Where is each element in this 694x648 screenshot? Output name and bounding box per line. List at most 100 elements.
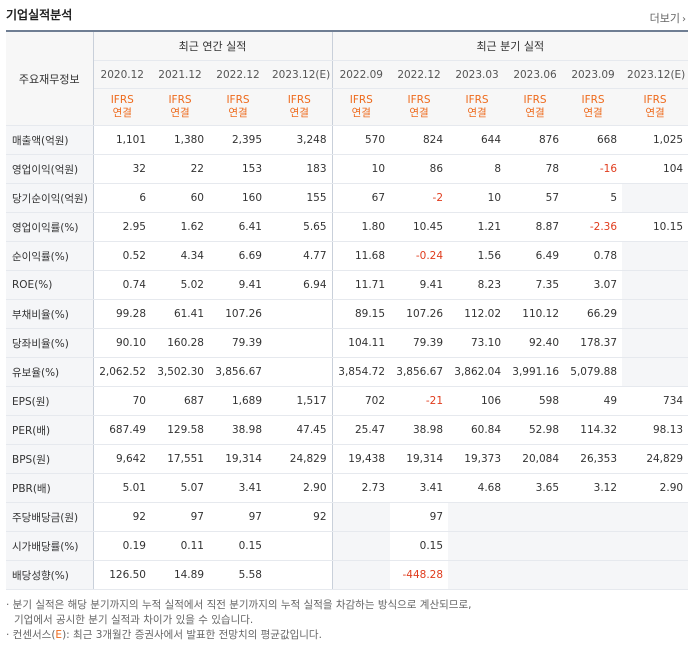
chevron-right-icon: ›: [682, 14, 686, 25]
table-cell: 20,084: [506, 444, 565, 474]
table-cell: 19,438: [332, 444, 391, 474]
table-cell: [267, 299, 333, 329]
table-cell: 24,829: [622, 444, 689, 474]
table-cell: [622, 531, 689, 561]
table-cell: 153: [209, 154, 267, 184]
table-row: 주당배당금(원) 92 97 97 92 97: [6, 502, 689, 532]
basis-consolidated: 연결: [583, 107, 603, 119]
table-cell: [622, 183, 689, 213]
table-cell: 5: [564, 183, 623, 213]
table-cell: 86: [390, 154, 449, 184]
table-cell: [332, 531, 391, 561]
section-title: 기업실적분석: [6, 8, 73, 22]
table-cell: 1,025: [622, 125, 689, 155]
basis-header: IFRS 연결: [332, 88, 391, 126]
table-cell: 5,079.88: [564, 357, 623, 387]
table-cell: 598: [506, 386, 565, 416]
quarterly-group-header: 최근 분기 실적: [332, 31, 689, 61]
table-cell: 52.98: [506, 415, 565, 445]
table-cell: 0.19: [93, 531, 151, 561]
table-row: 순이익률(%) 0.52 4.34 6.69 4.77 11.68 -0.24 1.56 6.4…: [6, 241, 689, 271]
table-cell: 1.80: [332, 212, 391, 242]
table-cell: [564, 560, 623, 590]
table-cell: 78: [506, 154, 565, 184]
table-cell: [506, 531, 565, 561]
table-cell: 110.12: [506, 299, 565, 329]
table-cell: 668: [564, 125, 623, 155]
table-row: EPS(원) 70 687 1,689 1,517 702 -21 106 598 49 734: [6, 386, 689, 416]
table-cell: 61.41: [151, 299, 209, 329]
more-link[interactable]: 더보기 ›: [650, 10, 686, 26]
row-label: 배당성향(%): [6, 560, 94, 590]
table-cell: 5.58: [209, 560, 267, 590]
table-cell: 107.26: [390, 299, 449, 329]
table-cell: 38.98: [390, 415, 449, 445]
table-cell: 3.12: [564, 473, 623, 503]
basis-ifrs: IFRS: [407, 94, 431, 106]
table-cell: 89.15: [332, 299, 391, 329]
basis-consolidated: 연결: [289, 107, 309, 119]
table-cell: 4.77: [267, 241, 333, 271]
table-cell: 183: [267, 154, 333, 184]
table-cell: 6.49: [506, 241, 565, 271]
table-cell: -448.28: [390, 560, 449, 590]
table-cell: 2,062.52: [93, 357, 151, 387]
table-cell: 79.39: [209, 328, 267, 358]
row-label: 매출액(억원): [6, 125, 94, 155]
basis-ifrs: IFRS: [110, 94, 134, 106]
table-cell: 14.89: [151, 560, 209, 590]
row-label: 유보율(%): [6, 357, 94, 387]
table-cell: 10.15: [622, 212, 689, 242]
table-cell: 1,689: [209, 386, 267, 416]
table-cell: [622, 357, 689, 387]
table-cell: 10: [448, 183, 507, 213]
table-cell: 2.90: [622, 473, 689, 503]
table-row: 부채비율(%) 99.28 61.41 107.26 89.15 107.26 112.02…: [6, 299, 689, 329]
period-header: 2020.12: [93, 60, 151, 89]
table-cell: 1,517: [267, 386, 333, 416]
table-cell: 0.74: [93, 270, 151, 300]
basis-header: IFRS 연결: [93, 88, 151, 126]
period-header: 2023.09: [564, 60, 623, 89]
table-cell: 17,551: [151, 444, 209, 474]
basis-header: IFRS 연결: [151, 88, 209, 126]
table-cell: 8: [448, 154, 507, 184]
basis-consolidated: 연결: [409, 107, 429, 119]
table-row: 매출액(억원) 1,101 1,380 2,395 3,248 570 824 644 876 6…: [6, 125, 689, 155]
table-cell: 67: [332, 183, 391, 213]
footnote-quarterly-cont: 기업에서 공시한 분기 실적과 차이가 있을 수 있습니다.: [14, 614, 254, 626]
table-cell: 19,314: [209, 444, 267, 474]
table-cell: 1,380: [151, 125, 209, 155]
table-cell: 9.41: [209, 270, 267, 300]
footnote-quarterly: · 분기 실적은 해당 분기까지의 누적 실적에서 직전 분기까지의 누적 실적…: [6, 599, 472, 611]
table-cell: 11.68: [332, 241, 391, 271]
table-cell: 6: [93, 183, 151, 213]
row-label: 당좌비율(%): [6, 328, 94, 358]
table-cell: 3,856.67: [390, 357, 449, 387]
table-cell: 644: [448, 125, 507, 155]
row-label: ROE(%): [6, 270, 94, 300]
table-row: 배당성향(%) 126.50 14.89 5.58 -448.28: [6, 560, 689, 590]
annual-group-header: 최근 연간 실적: [93, 31, 333, 61]
table-cell: 1,101: [93, 125, 151, 155]
table-cell: [267, 357, 333, 387]
table-cell: 8.23: [448, 270, 507, 300]
table-cell: -2: [390, 183, 449, 213]
table-cell: 97: [151, 502, 209, 532]
table-cell: [622, 560, 689, 590]
table-cell: 10.45: [390, 212, 449, 242]
table-row: 영업이익(억원) 32 22 153 183 10 86 8 78 -16 104: [6, 154, 689, 184]
table-cell: 702: [332, 386, 391, 416]
table-cell: 10: [332, 154, 391, 184]
table-cell: 47.45: [267, 415, 333, 445]
table-cell: 3.65: [506, 473, 565, 503]
table-cell: [506, 560, 565, 590]
financial-table: 주요재무정보 최근 연간 실적 최근 분기 실적 2020.12 2021.12 2…: [6, 30, 689, 590]
table-cell: [622, 241, 689, 271]
table-row: 영업이익률(%) 2.95 1.62 6.41 5.65 1.80 10.45 1.21 8.8…: [6, 212, 689, 242]
table-cell: [267, 531, 333, 561]
table-cell: 3.41: [390, 473, 449, 503]
table-cell: -2.36: [564, 212, 623, 242]
table-cell: 60: [151, 183, 209, 213]
basis-header: IFRS 연결: [448, 88, 507, 126]
